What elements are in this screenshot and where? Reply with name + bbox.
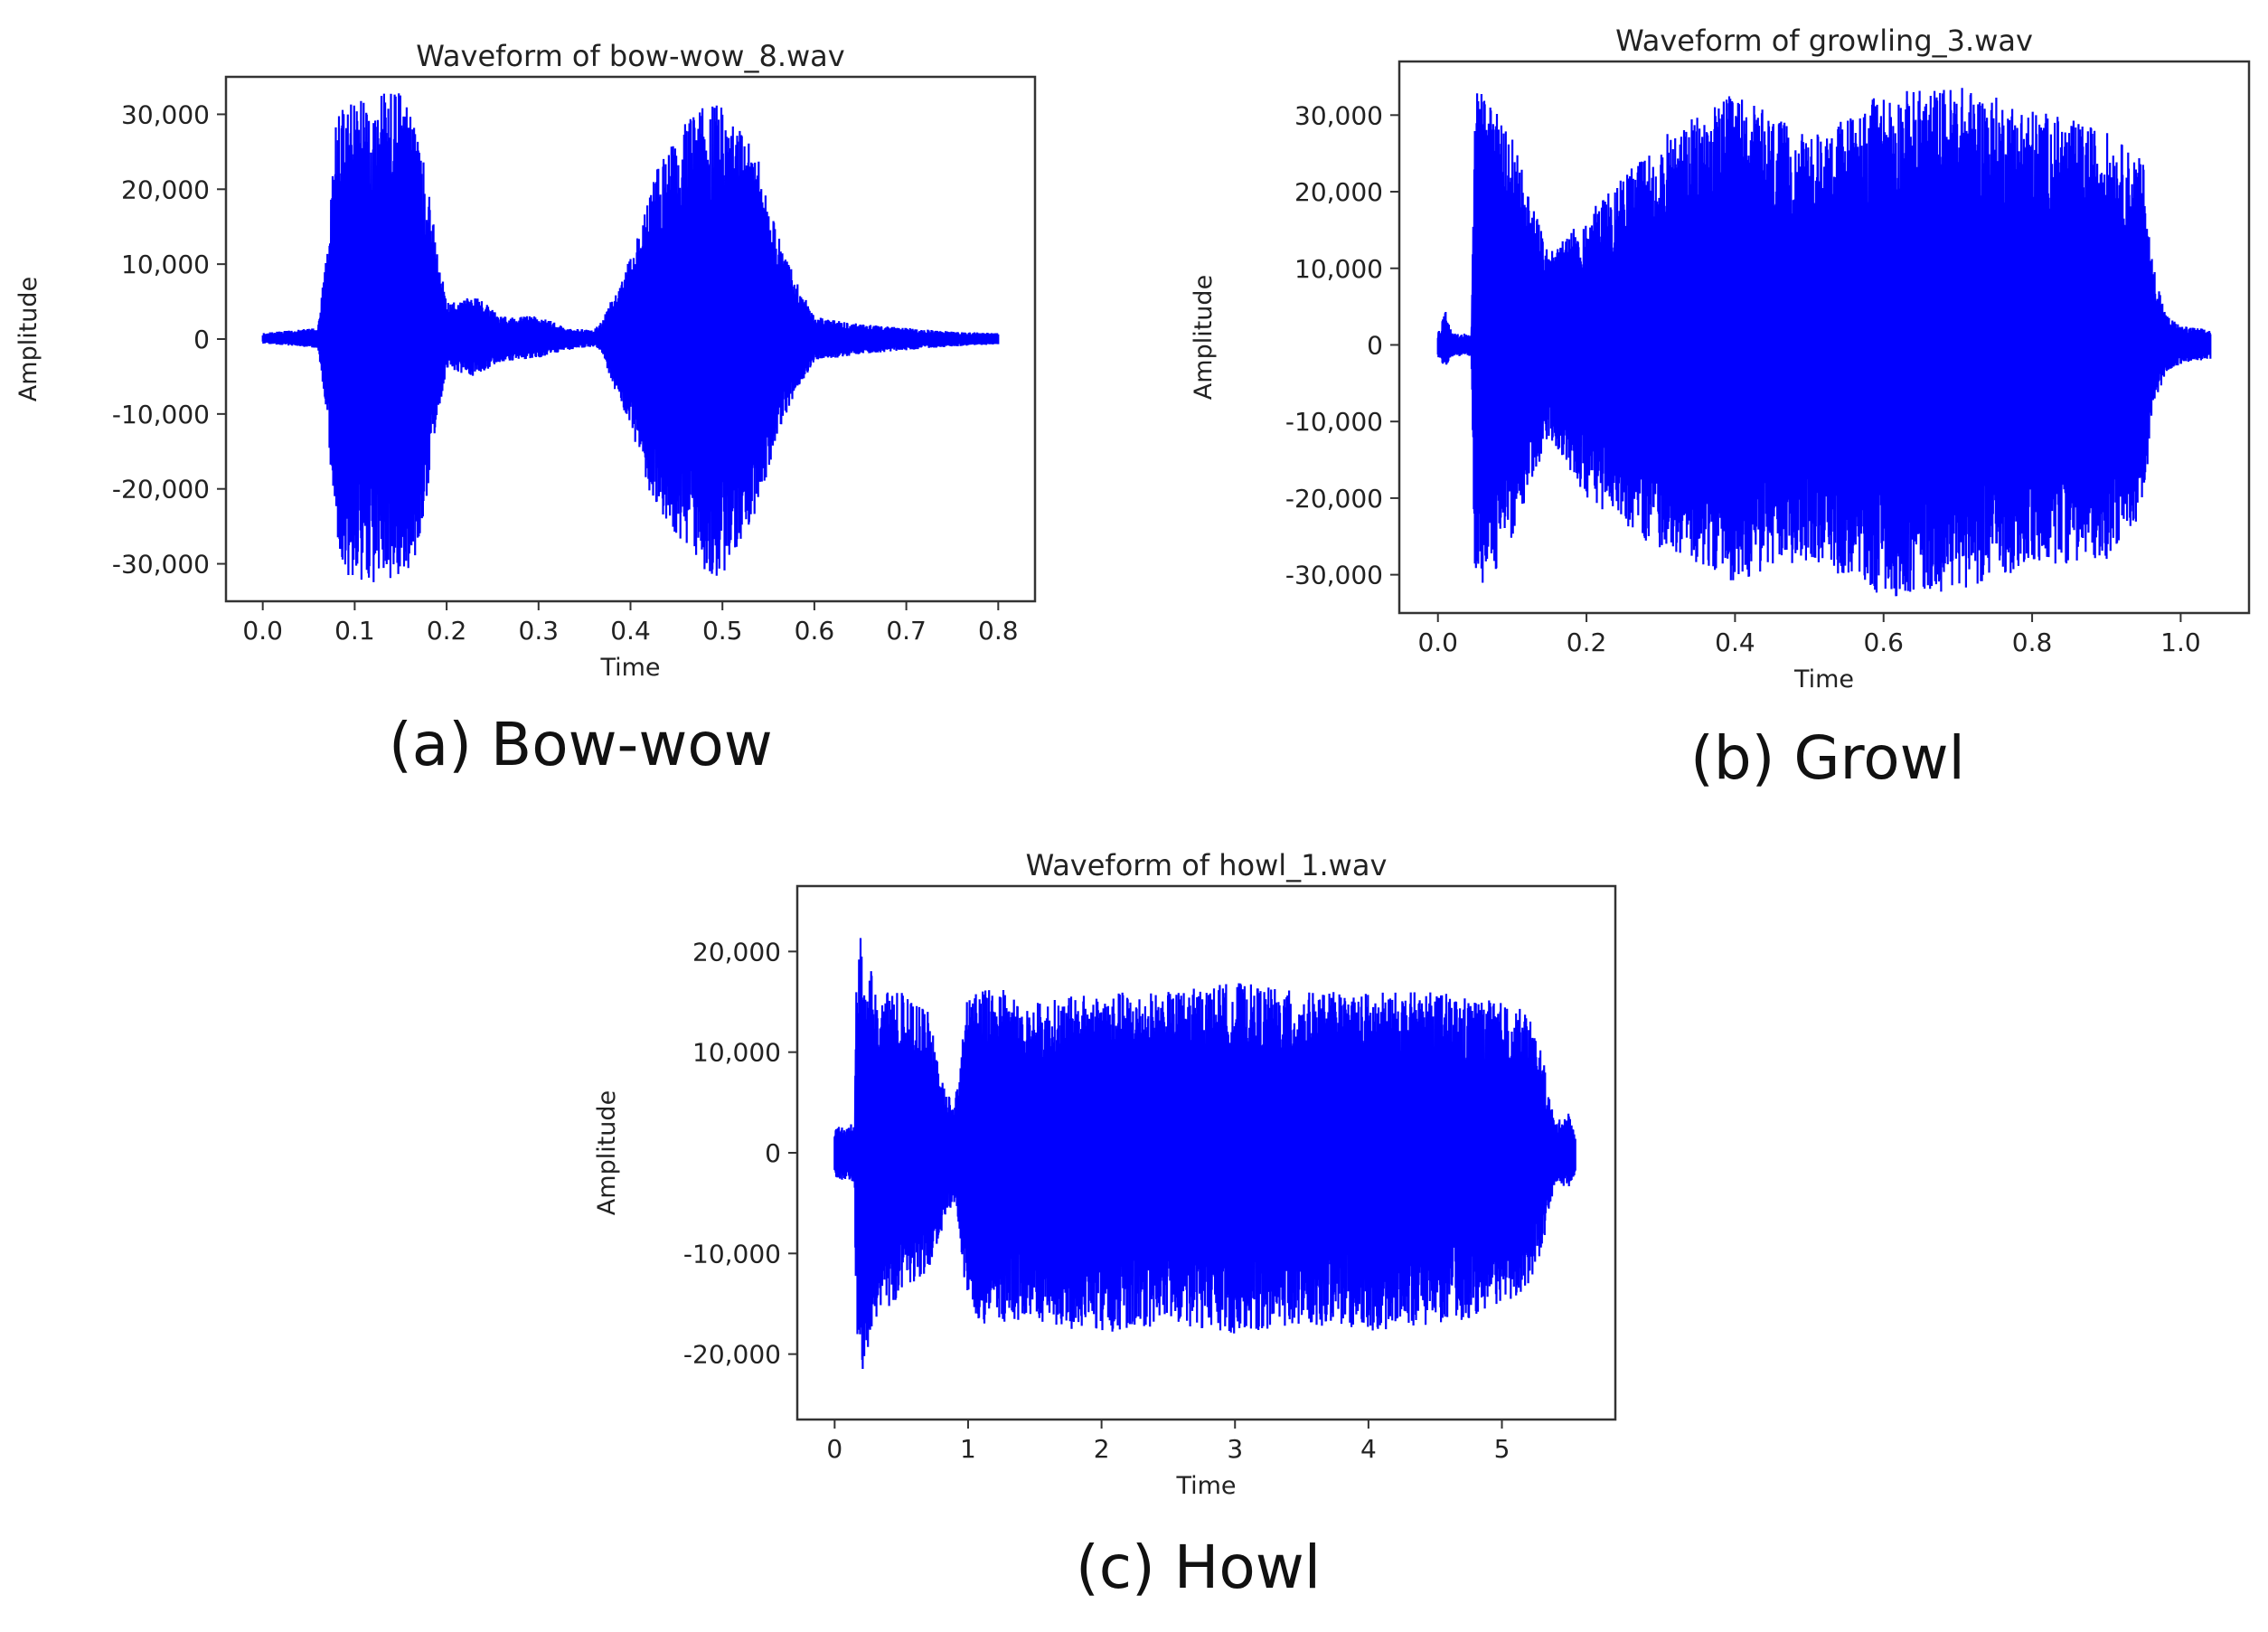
x-tick-label: 0.2: [427, 616, 467, 646]
x-tick-label: 0.4: [1715, 627, 1755, 657]
chart-bow-wow: Waveform of bow-wow_8.wav 0.0 0.1 0.2 0.3 0.4…: [14, 39, 1037, 682]
waveform-series: [1436, 88, 2212, 597]
y-axis-label: Amplitude: [593, 1090, 621, 1215]
y-tick-label: -10,000: [683, 1239, 781, 1269]
x-tick-label: 0.6: [1863, 627, 1904, 657]
x-tick-label: 1.0: [2160, 627, 2201, 657]
y-tick-label: 30,000: [1294, 100, 1383, 130]
x-axis-label: Time: [1793, 665, 1854, 693]
x-tick-label: 0.0: [242, 616, 283, 646]
x-tick-label: 1: [960, 1434, 976, 1464]
y-tick-label: -10,000: [112, 400, 210, 429]
y-tick-label: -20,000: [112, 475, 210, 505]
x-tick-label: 3: [1227, 1434, 1243, 1464]
y-axis-label: Amplitude: [14, 277, 42, 401]
y-tick-label: -30,000: [1285, 561, 1383, 590]
x-tick-label: 0.3: [519, 616, 560, 646]
x-axis-label: Time: [599, 654, 660, 682]
y-tick-label: 0: [1367, 330, 1383, 360]
x-tick-label: 0.8: [978, 616, 1019, 646]
waveform-series: [833, 938, 1576, 1370]
x-tick-label: 0.4: [610, 616, 651, 646]
x-tick-label: 0.8: [2012, 627, 2053, 657]
x-tick-label: 4: [1360, 1434, 1377, 1464]
chart-title: Waveform of howl_1.wav: [1026, 848, 1388, 882]
y-tick-label: -10,000: [1285, 407, 1383, 437]
x-tick-label: 0: [826, 1434, 842, 1464]
chart-title: Waveform of growling_3.wav: [1615, 24, 2033, 58]
caption-howl: (c) Howl: [1076, 1533, 1322, 1602]
x-tick-label: 0.2: [1567, 627, 1607, 657]
y-tick-label: -20,000: [1285, 484, 1383, 514]
chart-growl: Waveform of growling_3.wav 0.0 0.2 0.4 0.6 0.…: [1190, 24, 2251, 693]
x-tick-label: 0.6: [795, 616, 835, 646]
waveform-series: [261, 93, 1000, 582]
y-tick-label: 20,000: [1294, 177, 1383, 207]
x-tick-label: 0.1: [334, 616, 375, 646]
y-tick-label: -20,000: [683, 1340, 781, 1370]
y-axis-label: Amplitude: [1190, 275, 1218, 400]
x-tick-label: 0.0: [1417, 627, 1458, 657]
y-tick-label: -30,000: [112, 550, 210, 580]
plot-frame: [1398, 60, 2251, 615]
x-tick-label: 5: [1494, 1434, 1510, 1464]
y-tick-label: 0: [765, 1138, 781, 1168]
x-tick-label: 0.5: [702, 616, 743, 646]
y-tick-label: 20,000: [692, 937, 781, 967]
y-tick-label: 10,000: [121, 250, 210, 279]
caption-growl: (b) Growl: [1690, 723, 1965, 793]
y-tick-label: 10,000: [1294, 254, 1383, 284]
x-axis-label: Time: [1175, 1472, 1236, 1500]
y-tick-label: 20,000: [121, 175, 210, 204]
caption-bow-wow: (a) Bow-wow: [389, 710, 773, 779]
chart-title: Waveform of bow-wow_8.wav: [416, 39, 844, 73]
x-tick-label: 0.7: [886, 616, 927, 646]
y-tick-label: 0: [193, 325, 210, 354]
y-tick-label: 30,000: [121, 99, 210, 129]
chart-howl: Waveform of howl_1.wav 0 1 2 3 4 5 20,000 10,000…: [593, 848, 1617, 1500]
x-tick-label: 2: [1094, 1434, 1110, 1464]
y-tick-label: 10,000: [692, 1038, 781, 1068]
